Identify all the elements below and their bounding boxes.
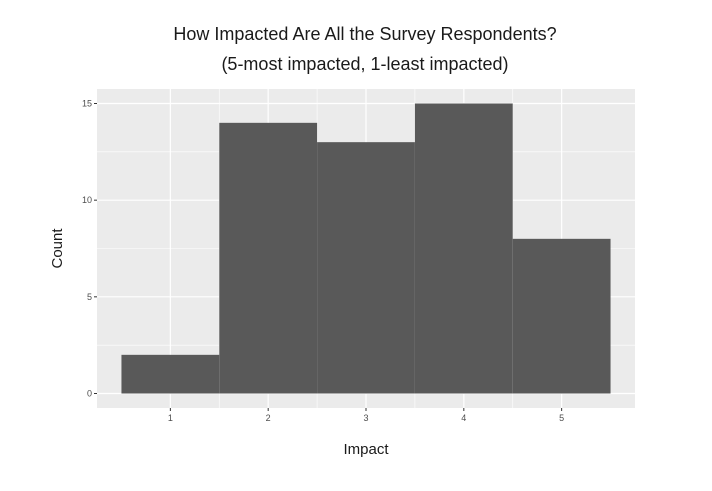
bars [121,103,611,394]
bar-2 [219,122,318,394]
x-tick-label: 1 [168,413,173,423]
y-tick-label: 15 [82,99,92,109]
x-tick-label: 4 [461,413,466,423]
chart-title: How Impacted Are All the Survey Responde… [173,24,557,44]
y-axis: 0 5 10 15 [82,99,97,399]
y-axis-title: Count [49,228,66,269]
y-tick-label: 0 [87,389,92,399]
bar-5 [512,238,611,394]
y-tick-label: 10 [82,195,92,205]
x-tick-label: 2 [266,413,271,423]
x-axis: 1 2 3 4 5 [168,408,564,423]
x-tick-label: 5 [559,413,564,423]
y-tick-label: 5 [87,292,92,302]
x-tick-label: 3 [363,413,368,423]
bar-4 [414,103,513,394]
bar-3 [317,142,415,394]
bar-1 [121,354,220,394]
chart-subtitle: (5-most impacted, 1-least impacted) [221,54,509,74]
x-axis-title: Impact [343,441,389,458]
